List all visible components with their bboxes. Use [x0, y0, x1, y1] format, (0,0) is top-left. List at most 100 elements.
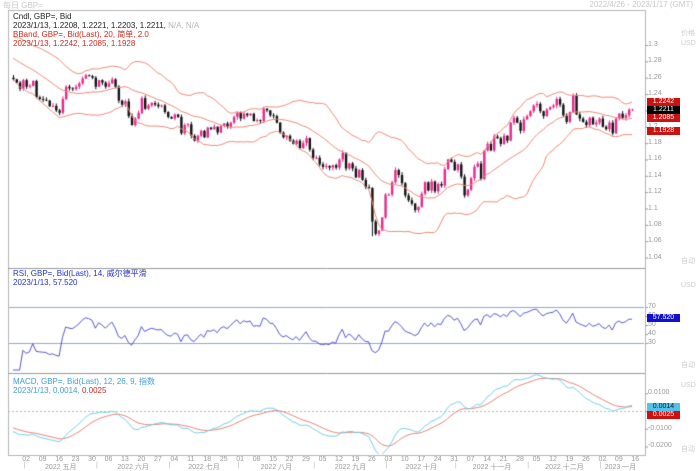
macd-signal-value: 0.0025 [79, 386, 107, 395]
x-axis-day-tick: 12 [549, 456, 557, 463]
candle-legend-line1: Cndl, GBP=, Bid [13, 12, 72, 21]
x-axis-day-tick: 01 [236, 456, 245, 463]
x-axis-day-tick: 17 [417, 456, 426, 463]
x-axis-day-tick: 08 [252, 456, 261, 463]
main-axis-auto-label[interactable]: 自动 [681, 258, 695, 265]
y-axis-tick: 1.3 [648, 41, 658, 48]
x-axis-day-tick: 30 [88, 456, 96, 463]
x-axis-day-tick: 07 [466, 456, 475, 463]
macd-legend-line1: MACD, GBP=, Bid(Last), 12, 26, 9, 指数 [13, 377, 156, 386]
rsi-axis-unit: USD [681, 282, 696, 289]
x-axis-month-label: 2023 一月 [604, 464, 637, 471]
x-axis-day-tick: 09 [38, 456, 47, 463]
x-axis-day-tick: 19 [351, 456, 360, 463]
bband-legend-line1: BBand, GBP=, Bid(Last), 20, 简单, 2.0 [13, 30, 149, 39]
x-axis-day-tick: 16 [55, 456, 63, 463]
x-axis-month-separator: | [599, 462, 602, 469]
macd-legend-line2: 2023/1/13, 0.0014, 0.0025 [13, 386, 155, 395]
x-axis-day-tick: 26 [367, 456, 376, 463]
y-axis-tick: 1.04 [648, 253, 662, 261]
x-axis-day-tick: 20 [137, 456, 146, 463]
y-axis-tick: 1.1 [648, 204, 658, 212]
macd-value: 2023/1/13, 0.0014, [13, 386, 80, 395]
x-axis-day-tick: 06 [104, 456, 113, 463]
x-axis-month-separator: | [385, 462, 388, 469]
x-axis-day-tick: 29 [302, 456, 310, 463]
y-axis-tick: 1.26 [648, 73, 662, 81]
bband-legend-line2: 2023/1/13, 1.2242, 1.2085, 1.1928 [13, 39, 136, 48]
x-axis-day-tick: 27 [153, 456, 162, 463]
x-axis-day-tick: 02 [22, 456, 31, 463]
y-axis-tick: -0.0100 [648, 424, 672, 432]
y-axis-tick: 1.24 [648, 90, 662, 98]
x-axis-day-tick: 23 [71, 456, 80, 463]
x-axis-month-separator: | [313, 462, 316, 469]
y-axis-tick: 40 [648, 330, 656, 337]
y-axis-tick: 1.16 [648, 155, 662, 163]
main-axis-unit: USD [681, 40, 696, 47]
main-panel-legend: Cndl, GBP=, Bid 2023/1/13, 1.2208, 1.222… [13, 12, 199, 48]
y-axis-tick: 1.2 [648, 123, 658, 130]
rsi-value-badge: 57.520 [647, 314, 680, 322]
y-axis-tick: 0.0100 [648, 389, 670, 397]
x-axis-day-tick: 18 [203, 456, 212, 463]
macd-value-badge: 0.0014 [647, 403, 680, 411]
x-axis-month-label: 2022 七月 [188, 464, 220, 471]
x-axis-month-label: 2022 九月 [334, 464, 367, 471]
y-axis-tick: 1.14 [648, 171, 662, 179]
y-axis-tick: 1.06 [648, 237, 662, 245]
last-price-badge: 1.2211 [647, 106, 680, 114]
bband-lower-badge: 1.1928 [647, 127, 680, 135]
x-axis-month-separator: | [527, 462, 530, 469]
main-axis-title: 价格 [681, 30, 695, 37]
x-axis-day-tick: 26 [582, 456, 590, 463]
bband-middle-badge: 1.2085 [647, 114, 680, 122]
rsi-axis-auto-label[interactable]: 自动 [681, 362, 695, 369]
y-axis-tick: 50 [648, 321, 656, 328]
x-axis-month-label: 2022 八月 [260, 464, 293, 471]
x-axis-month-label: 2022 六月 [117, 464, 149, 471]
y-axis-tick: 70 [648, 303, 656, 310]
x-axis-month-separator: | [23, 462, 26, 469]
rsi-legend-line1: RSI, GBP=, Bid(Last), 14, 威尔德平滑 [13, 269, 147, 278]
x-axis-day-tick: 09 [614, 456, 623, 463]
bband-upper-badge: 1.2242 [647, 98, 680, 106]
x-axis-month-separator: | [454, 462, 457, 469]
x-axis-day-tick: 11 [187, 456, 195, 463]
x-axis-day-tick: 15 [269, 456, 277, 463]
x-axis-day-tick: 19 [565, 456, 574, 463]
x-axis-month-separator: | [168, 462, 171, 469]
x-axis-day-tick: 21 [499, 456, 508, 463]
x-axis-month-label: 2022 十月 [405, 464, 438, 471]
macd-axis-auto-label[interactable]: 自动 [681, 446, 695, 453]
x-axis-day-tick: 24 [433, 456, 442, 463]
rsi-legend-line2: 2023/1/13, 57.520 [13, 278, 78, 287]
x-axis-month-separator: | [95, 462, 98, 469]
x-axis-month-label: 2022 十一月 [472, 464, 512, 471]
y-axis-tick: 1.12 [648, 188, 662, 196]
macd-axis-unit: USD [681, 382, 696, 389]
chart-interval-instrument: 每日 GBP= [3, 1, 43, 10]
x-axis-day-tick: 05 [318, 456, 327, 463]
y-axis-tick: 1.28 [648, 57, 662, 65]
x-axis-day-tick: 14 [483, 456, 492, 463]
y-axis-tick: 1.08 [648, 220, 662, 228]
x-axis-month-label: 2022 五月 [44, 464, 77, 471]
x-axis-day-tick: 05 [532, 456, 541, 463]
macd-signal-badge: 0.0025 [647, 411, 680, 419]
rsi-panel-legend: RSI, GBP=, Bid(Last), 14, 威尔德平滑 2023/1/1… [13, 269, 147, 287]
x-axis-day-tick: 28 [516, 456, 524, 463]
x-axis-month-separator: | [237, 462, 240, 469]
x-axis-day-tick: 04 [170, 456, 179, 463]
x-axis-day-tick: 16 [631, 456, 640, 463]
candle-ohlc-values: 2023/1/13, 1.2208, 1.2221, 1.2203, 1.221… [13, 21, 166, 30]
y-axis-tick: 30 [648, 339, 656, 346]
macd-panel-legend: MACD, GBP=, Bid(Last), 12, 26, 9, 指数 202… [13, 377, 155, 395]
x-axis-day-tick: 25 [219, 456, 228, 463]
y-axis-tick: 1.18 [648, 139, 662, 147]
candle-legend-line2: 2023/1/13, 1.2208, 1.2221, 1.2203, 1.221… [13, 21, 199, 30]
x-axis-day-tick: 03 [384, 456, 393, 463]
x-axis-day-tick: 31 [450, 456, 459, 463]
